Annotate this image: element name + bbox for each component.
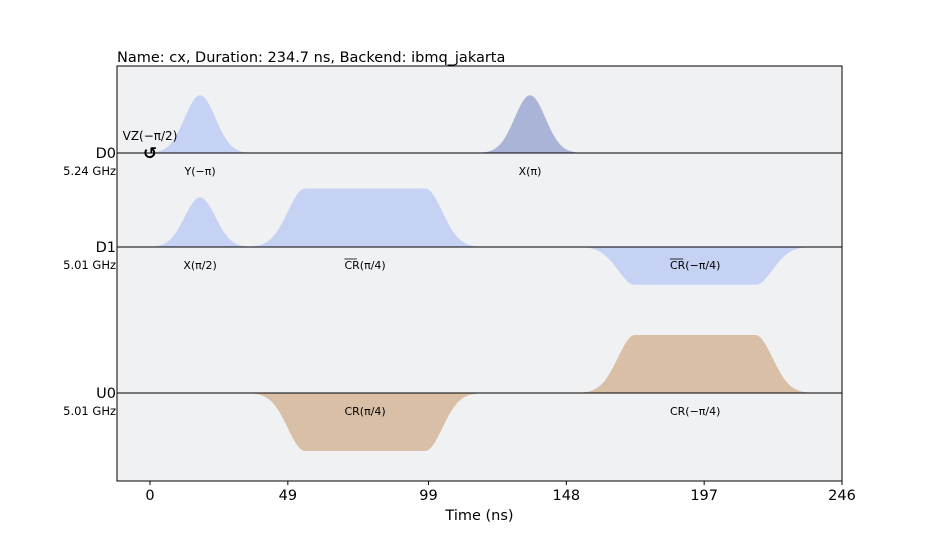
pulse-label-layer: Y(−π) X(π) X(π/2) CR(π/4) CR(−π/4) CR(−π/4) CR… [183, 165, 720, 418]
pulse-u0-6 [250, 393, 480, 451]
x-axis-label: Time (ns) [444, 508, 513, 524]
x-tick-label-0: 0 [145, 488, 154, 504]
x-axis: 0 49 99 148 197 246 [145, 481, 856, 504]
channel-frequency-u0: 5.01 GHz [63, 404, 116, 418]
pulse-d1-2 [150, 197, 251, 247]
pulse-d0-1 [479, 95, 581, 153]
frame-change-label-0: VZ(−π/2) [123, 129, 178, 143]
plot-frame [116, 65, 843, 482]
channel-baselines [117, 152, 842, 394]
channel-label-d0: D0 [96, 146, 116, 162]
channel-frequency-d1: 5.01 GHz [63, 258, 116, 272]
channel-frequency-d0: 5.24 GHz [63, 164, 116, 178]
pulse-label-d1-2: X(π/2) [183, 259, 216, 272]
x-tick-label-2: 99 [419, 488, 437, 504]
frame-change-layer: VZ(−π/2)↺ [123, 129, 178, 164]
x-tick-label-5: 246 [828, 488, 856, 504]
pulse-label-d1-3: CR(π/4) [344, 259, 385, 272]
pulse-d0-0 [150, 95, 251, 153]
pulse-u0-5 [580, 335, 811, 393]
channel-label-u0: U0 [96, 386, 116, 402]
chart-title: Name: cx, Duration: 234.7 ns, Backend: i… [117, 50, 505, 66]
frame-change-symbol-0: ↺ [143, 144, 157, 164]
x-tick-label-4: 197 [690, 488, 718, 504]
x-tick-label-1: 49 [279, 488, 297, 504]
pulse-layer [150, 95, 811, 451]
x-tick-label-3: 148 [552, 488, 580, 504]
channel-label-layer: D0 5.24 GHz D1 5.01 GHz U0 5.01 GHz [63, 146, 116, 418]
pulse-label-u0-5: CR(−π/4) [670, 405, 720, 418]
pulse-label-d1-4: CR(−π/4) [670, 259, 720, 272]
pulse-d1-3 [250, 188, 480, 247]
pulse-d1-4 [580, 247, 811, 285]
pulse-label-d0-0: Y(−π) [184, 165, 216, 178]
channel-label-d1: D1 [96, 240, 116, 256]
pulse-label-u0-6: CR(π/4) [344, 405, 385, 418]
pulse-label-d0-1: X(π) [519, 165, 542, 178]
